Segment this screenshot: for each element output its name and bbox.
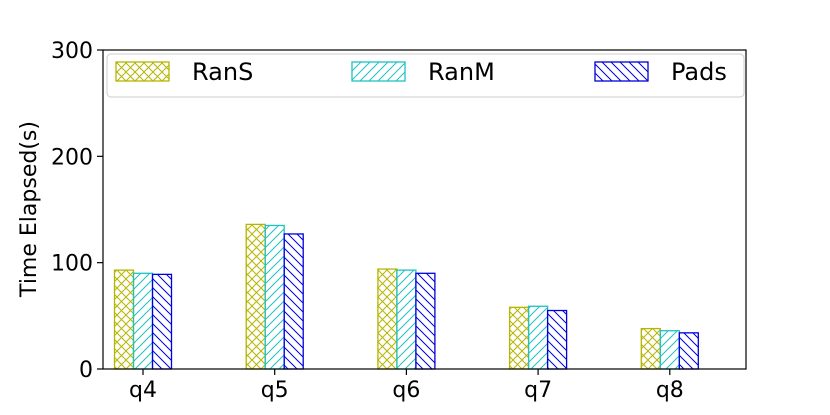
x-tick-label-q7: q7 — [524, 378, 552, 403]
x-tick-label-q4: q4 — [129, 378, 157, 403]
y-tick-label-0: 0 — [79, 358, 93, 383]
legend: RanS RanM Pads — [106, 53, 745, 98]
bars-group — [113, 223, 699, 370]
y-tick-label-300: 300 — [51, 39, 93, 64]
legend-box — [106, 53, 745, 98]
bar-ranm-q4 — [132, 272, 154, 370]
bar-ranm-q5 — [264, 224, 285, 370]
legend-swatch-ranm — [351, 61, 406, 82]
bar-pads-q7 — [546, 309, 568, 370]
x-tick-label-q6: q6 — [392, 378, 420, 403]
y-tick-label-100: 100 — [51, 252, 93, 277]
y-axis: 0 100 200 300 — [51, 39, 103, 383]
bar-ranm-q7 — [527, 305, 549, 370]
x-axis: q4 q5 q6 q7 q8 — [129, 369, 684, 403]
legend-label-ranm: RanM — [428, 58, 495, 86]
y-axis-title: Time Elapsed(s) — [17, 121, 42, 298]
bar-rans-q5 — [245, 223, 266, 370]
bar-pads-q8 — [678, 332, 699, 370]
bar-pads-q5 — [283, 233, 304, 370]
bar-rans-q4 — [113, 269, 135, 370]
bar-rans-q6 — [377, 268, 398, 370]
x-tick-label-q8: q8 — [656, 378, 684, 403]
plot-frame — [102, 49, 747, 370]
legend-swatch-pads — [594, 61, 649, 82]
bar-ranm-q6 — [396, 269, 417, 370]
bar-pads-q4 — [151, 273, 173, 370]
bar-rans-q8 — [640, 327, 661, 370]
legend-label-rans: RanS — [192, 58, 253, 86]
bar-ranm-q8 — [659, 330, 680, 370]
bar-rans-q7 — [508, 306, 530, 370]
bar-pads-q6 — [415, 272, 436, 370]
legend-swatch-rans — [115, 61, 170, 82]
legend-label-pads: Pads — [671, 58, 727, 86]
y-tick-label-200: 200 — [51, 145, 93, 170]
x-tick-label-q5: q5 — [261, 378, 289, 403]
